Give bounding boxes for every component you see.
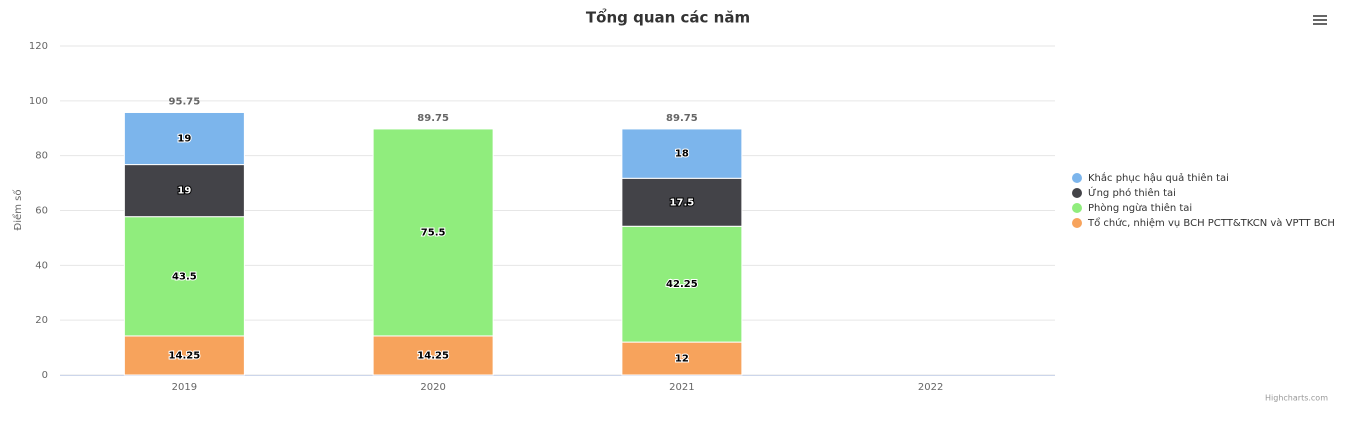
- menu-bar: [1313, 15, 1327, 17]
- data-label: 19: [177, 186, 191, 197]
- bar-segment: [123, 216, 245, 337]
- stack-total: 95.75: [169, 96, 201, 107]
- legend-symbol: [1072, 188, 1082, 198]
- bar-segment: [372, 128, 494, 337]
- stack-total: 89.75: [417, 113, 449, 124]
- legend-item[interactable]: Phòng ngừa thiên tai: [1072, 202, 1192, 214]
- menu-bar: [1313, 23, 1327, 25]
- data-label: 42.25: [666, 279, 698, 290]
- bar-segment: [621, 128, 743, 179]
- data-label: 19: [177, 134, 191, 145]
- bar-segment: [621, 177, 743, 227]
- legend-symbol: [1072, 218, 1082, 228]
- menu-icon[interactable]: [1313, 15, 1327, 25]
- x-tick-label: 2021: [669, 382, 694, 393]
- bar-segment: [123, 111, 245, 166]
- y-tick-label: 20: [35, 315, 48, 326]
- data-label: 43.5: [172, 271, 197, 282]
- menu-bar: [1313, 19, 1327, 21]
- y-tick-label: 80: [35, 151, 48, 162]
- data-label: 75.5: [421, 227, 446, 238]
- stack-total: 89.75: [666, 113, 698, 124]
- legend-label: Phòng ngừa thiên tai: [1088, 202, 1192, 214]
- legend-item[interactable]: Khắc phục hậu quả thiên tai: [1072, 171, 1229, 184]
- legend-label: Tổ chức, nhiệm vụ BCH PCTT&TKCN và VPTT …: [1087, 216, 1335, 229]
- credits[interactable]: Highcharts.com: [1265, 394, 1328, 403]
- x-tick-label: 2020: [420, 382, 445, 393]
- data-label: 17.5: [670, 197, 695, 208]
- legend-label: Ứng phó thiên tai: [1088, 186, 1176, 199]
- chart-title: Tổng quan các năm: [586, 8, 750, 27]
- x-tick-label: 2022: [918, 382, 943, 393]
- data-label: 14.25: [417, 350, 449, 361]
- y-tick-label: 100: [29, 96, 48, 107]
- y-axis-title: Điểm số: [11, 190, 24, 231]
- data-label: 12: [675, 354, 689, 365]
- y-tick-label: 40: [35, 260, 48, 271]
- legend-symbol: [1072, 173, 1082, 183]
- y-tick-label: 60: [35, 206, 48, 217]
- bar-segment: [621, 225, 743, 343]
- x-tick-label: 2019: [172, 382, 197, 393]
- bar-segment: [123, 335, 245, 376]
- y-tick-label: 0: [42, 370, 48, 381]
- bar-segment: [372, 335, 494, 376]
- legend-label: Khắc phục hậu quả thiên tai: [1088, 171, 1229, 184]
- legend-item[interactable]: Ứng phó thiên tai: [1072, 186, 1176, 199]
- bar-segment: [123, 164, 245, 218]
- legend-item[interactable]: Tổ chức, nhiệm vụ BCH PCTT&TKCN và VPTT …: [1072, 216, 1335, 229]
- data-label: 14.25: [169, 350, 201, 361]
- y-tick-label: 120: [29, 41, 48, 52]
- data-label: 18: [675, 149, 689, 160]
- legend-symbol: [1072, 203, 1082, 213]
